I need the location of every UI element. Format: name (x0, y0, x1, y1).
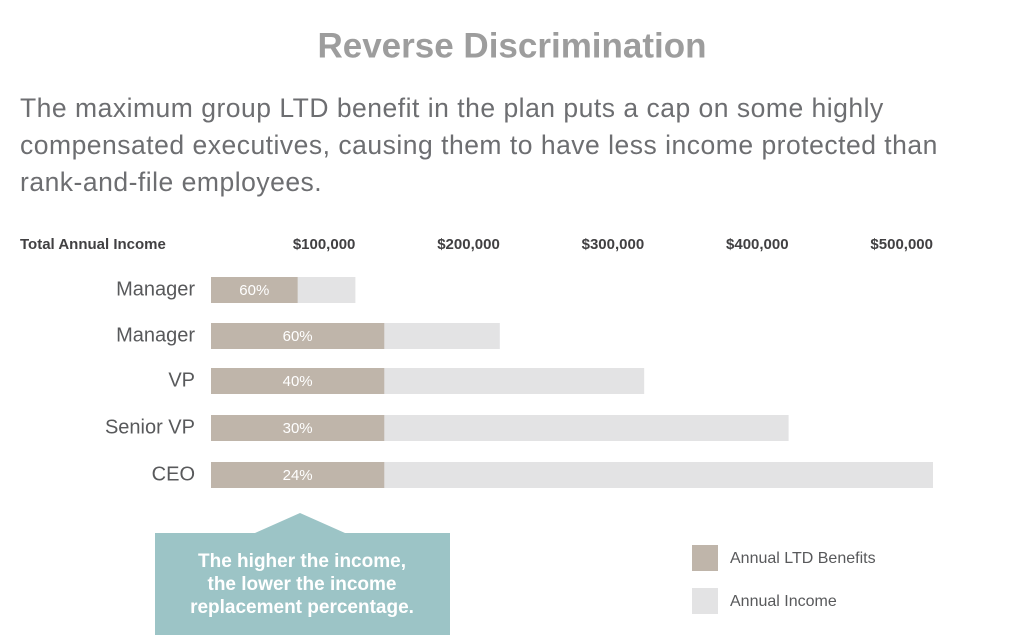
callout-text: The higher the income, (198, 551, 406, 572)
bar (211, 415, 385, 441)
legend-swatch (692, 545, 718, 571)
value-label: 40% (283, 373, 313, 390)
value-label: 60% (239, 282, 269, 299)
x-tick-label: $300,000 (582, 236, 645, 253)
category-label: Senior VP (105, 416, 195, 438)
value-label: 30% (283, 420, 313, 437)
legend-swatch (692, 588, 718, 614)
subtitle: The maximum group LTD benefit in the pla… (20, 93, 938, 197)
category-label: Manager (116, 324, 195, 346)
legend-label: Annual Income (730, 593, 837, 610)
callout-text: replacement percentage. (190, 597, 414, 618)
callout-box (155, 513, 450, 635)
bar (211, 323, 385, 349)
callout-text: the lower the income (208, 574, 397, 595)
x-axis-label: Total Annual Income (20, 236, 166, 253)
bar (211, 277, 298, 303)
value-label: 24% (283, 467, 313, 484)
x-tick-label: $100,000 (293, 236, 356, 253)
x-tick-label: $500,000 (870, 236, 933, 253)
legend-label: Annual LTD Benefits (730, 550, 876, 567)
x-tick-label: $200,000 (437, 236, 500, 253)
x-tick-label: $400,000 (726, 236, 789, 253)
category-label: VP (168, 369, 195, 391)
category-label: Manager (116, 278, 195, 300)
bar (211, 368, 385, 394)
category-label: CEO (152, 463, 195, 485)
bar (211, 462, 385, 488)
value-label: 60% (283, 328, 313, 345)
chart-title: Reverse Discrimination (317, 26, 706, 65)
